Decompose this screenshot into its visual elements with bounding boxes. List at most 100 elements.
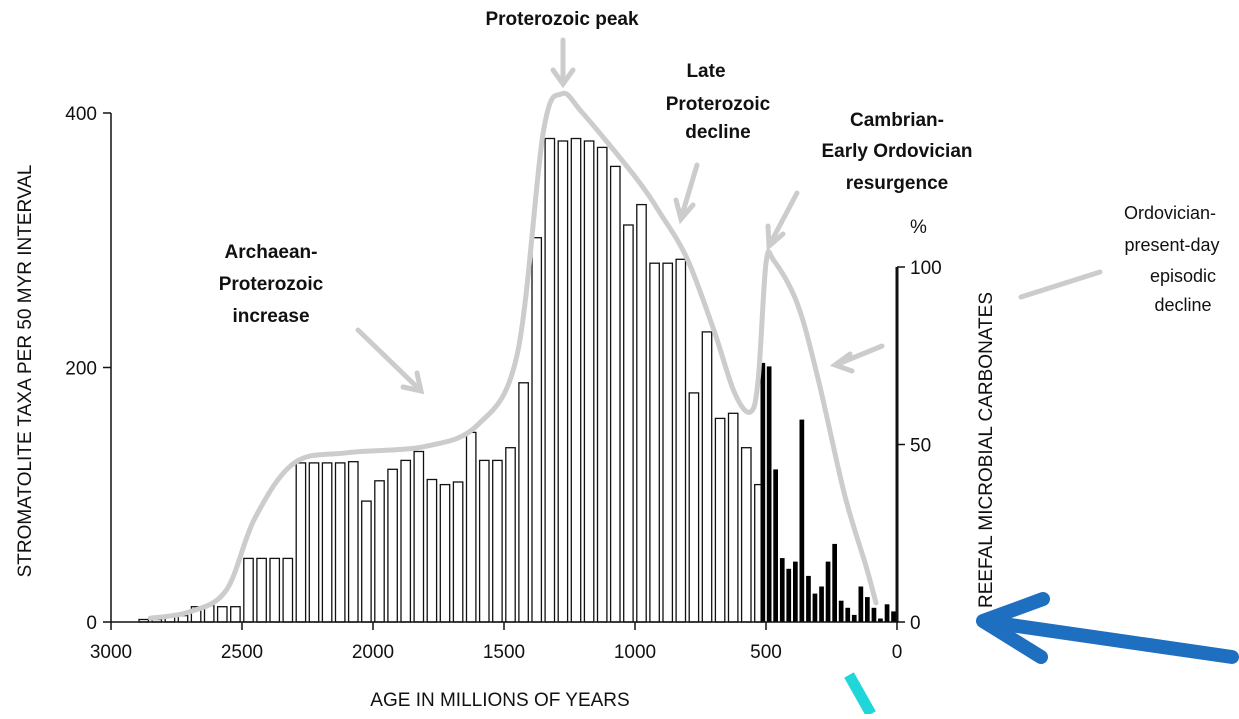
bar-open: [675, 258, 687, 623]
bar-solid: [793, 561, 798, 622]
bar-open: [740, 447, 752, 623]
bar-open: [544, 137, 556, 623]
x-tick-label: 2000: [352, 642, 394, 663]
bar-open: [570, 137, 582, 623]
arrow-late-proterozoic-decline: [679, 162, 700, 218]
annotation-line: Proterozoic: [666, 94, 771, 115]
bar-open: [623, 224, 634, 623]
arrow-archaean-increase: [355, 327, 421, 391]
blue-callout-arrow: [976, 592, 1239, 664]
line-ordovician-decline-right: [1018, 269, 1103, 300]
solid-bar-series: [760, 362, 896, 623]
bar-solid: [851, 614, 857, 622]
bar-solid: [884, 604, 890, 623]
trend-curve: [147, 90, 879, 621]
arrowhead-proterozoic-peak: [550, 67, 576, 89]
annotation-cambrian-resurgence: Cambrian- Early Ordovician resurgence: [821, 110, 972, 194]
bar-open: [531, 237, 543, 623]
bar-open: [649, 262, 660, 623]
annotation-proterozoic-peak: Proterozoic peak: [485, 9, 639, 30]
bar-open: [256, 557, 267, 623]
arrow-cambrian-resurgence: [768, 190, 800, 245]
bar-open: [662, 262, 674, 623]
arrowhead-late-proterozoic-decline: [673, 197, 696, 225]
bar-open: [321, 462, 333, 623]
blue-arrow-shaft: [983, 615, 1239, 664]
bar-open: [439, 483, 451, 623]
annotation-line: Cambrian-: [850, 110, 944, 131]
x-tick-label: 1000: [614, 642, 656, 663]
bar-open: [387, 468, 398, 623]
bar-open: [505, 447, 516, 623]
annotation-line: increase: [232, 306, 309, 327]
annotation-archaean-increase: Archaean- Proterozoic increase: [219, 242, 324, 327]
bar-open: [243, 557, 254, 623]
bar-solid: [773, 469, 778, 622]
annotation-line: Late: [686, 61, 725, 82]
bar-solid: [832, 543, 837, 622]
x-axis-title: AGE IN MILLIONS OF YEARS: [370, 690, 629, 711]
bar-solid: [838, 600, 844, 622]
bar-open: [413, 450, 425, 623]
x-tick-label: 1500: [483, 642, 525, 663]
annotation-line: Early Ordovician: [821, 141, 972, 162]
bar-open: [334, 462, 346, 623]
bar-open: [688, 392, 700, 623]
bar-solid: [845, 607, 851, 622]
bar-open: [727, 412, 739, 623]
bar-solid: [766, 366, 772, 622]
bar-open: [465, 431, 477, 623]
y-tick-label-right: 50: [910, 436, 931, 457]
bar-open: [492, 459, 503, 623]
bar-solid: [799, 419, 805, 622]
bar-open: [282, 557, 294, 623]
bar-open: [361, 500, 372, 623]
cyan-callout-mark: [844, 672, 876, 717]
y-axis-title-left: STROMATOLITE TAXA PER 50 MYR INTERVAL: [15, 165, 36, 578]
y-tick-label-left: 0: [86, 613, 97, 634]
annotation-line: Ordovician-: [1124, 203, 1216, 223]
bar-open: [230, 606, 241, 623]
bar-open: [609, 165, 621, 623]
y-tick-label-left: 400: [65, 104, 97, 125]
bar-solid: [760, 362, 766, 622]
bar-open: [518, 382, 529, 623]
bar-solid: [865, 597, 870, 622]
bar-open: [269, 557, 281, 623]
bar-open: [400, 459, 412, 623]
bar-solid: [819, 586, 824, 622]
bar-solid: [878, 618, 883, 622]
bar-open: [308, 462, 320, 623]
x-tick-label: 3000: [90, 642, 132, 663]
bar-open: [636, 203, 647, 623]
annotation-line: decline: [1154, 295, 1211, 315]
bar-solid: [871, 607, 877, 622]
bar-open: [295, 462, 307, 623]
bar-solid: [812, 593, 818, 622]
bar-open: [714, 417, 726, 623]
bar-solid: [806, 575, 811, 622]
bar-open: [452, 481, 464, 623]
x-tick-label: 2500: [221, 642, 263, 663]
bar-open: [347, 461, 359, 623]
x-tick-label: 500: [750, 642, 782, 663]
arrowhead-archaean-increase: [400, 370, 425, 395]
annotation-line: present-day: [1124, 235, 1219, 255]
bar-open: [596, 146, 608, 623]
right-axis-unit: %: [910, 217, 927, 238]
annotation-late-proterozoic-decline: Late Proterozoic decline: [666, 61, 771, 143]
y-tick-label-right: 100: [910, 258, 942, 279]
annotation-line: Archaean-: [225, 242, 318, 263]
annotation-line: episodic: [1150, 266, 1216, 286]
x-tick-label: 0: [892, 642, 903, 663]
bar-solid: [825, 561, 831, 622]
y-axis-title-right: REEFAL MICROBIAL CARBONATES: [976, 292, 997, 608]
bar-open: [426, 478, 438, 623]
bar-open: [478, 459, 490, 623]
y-tick-label-right: 0: [910, 613, 921, 634]
y-tick-label-left: 200: [65, 359, 97, 380]
bar-solid: [858, 586, 864, 622]
